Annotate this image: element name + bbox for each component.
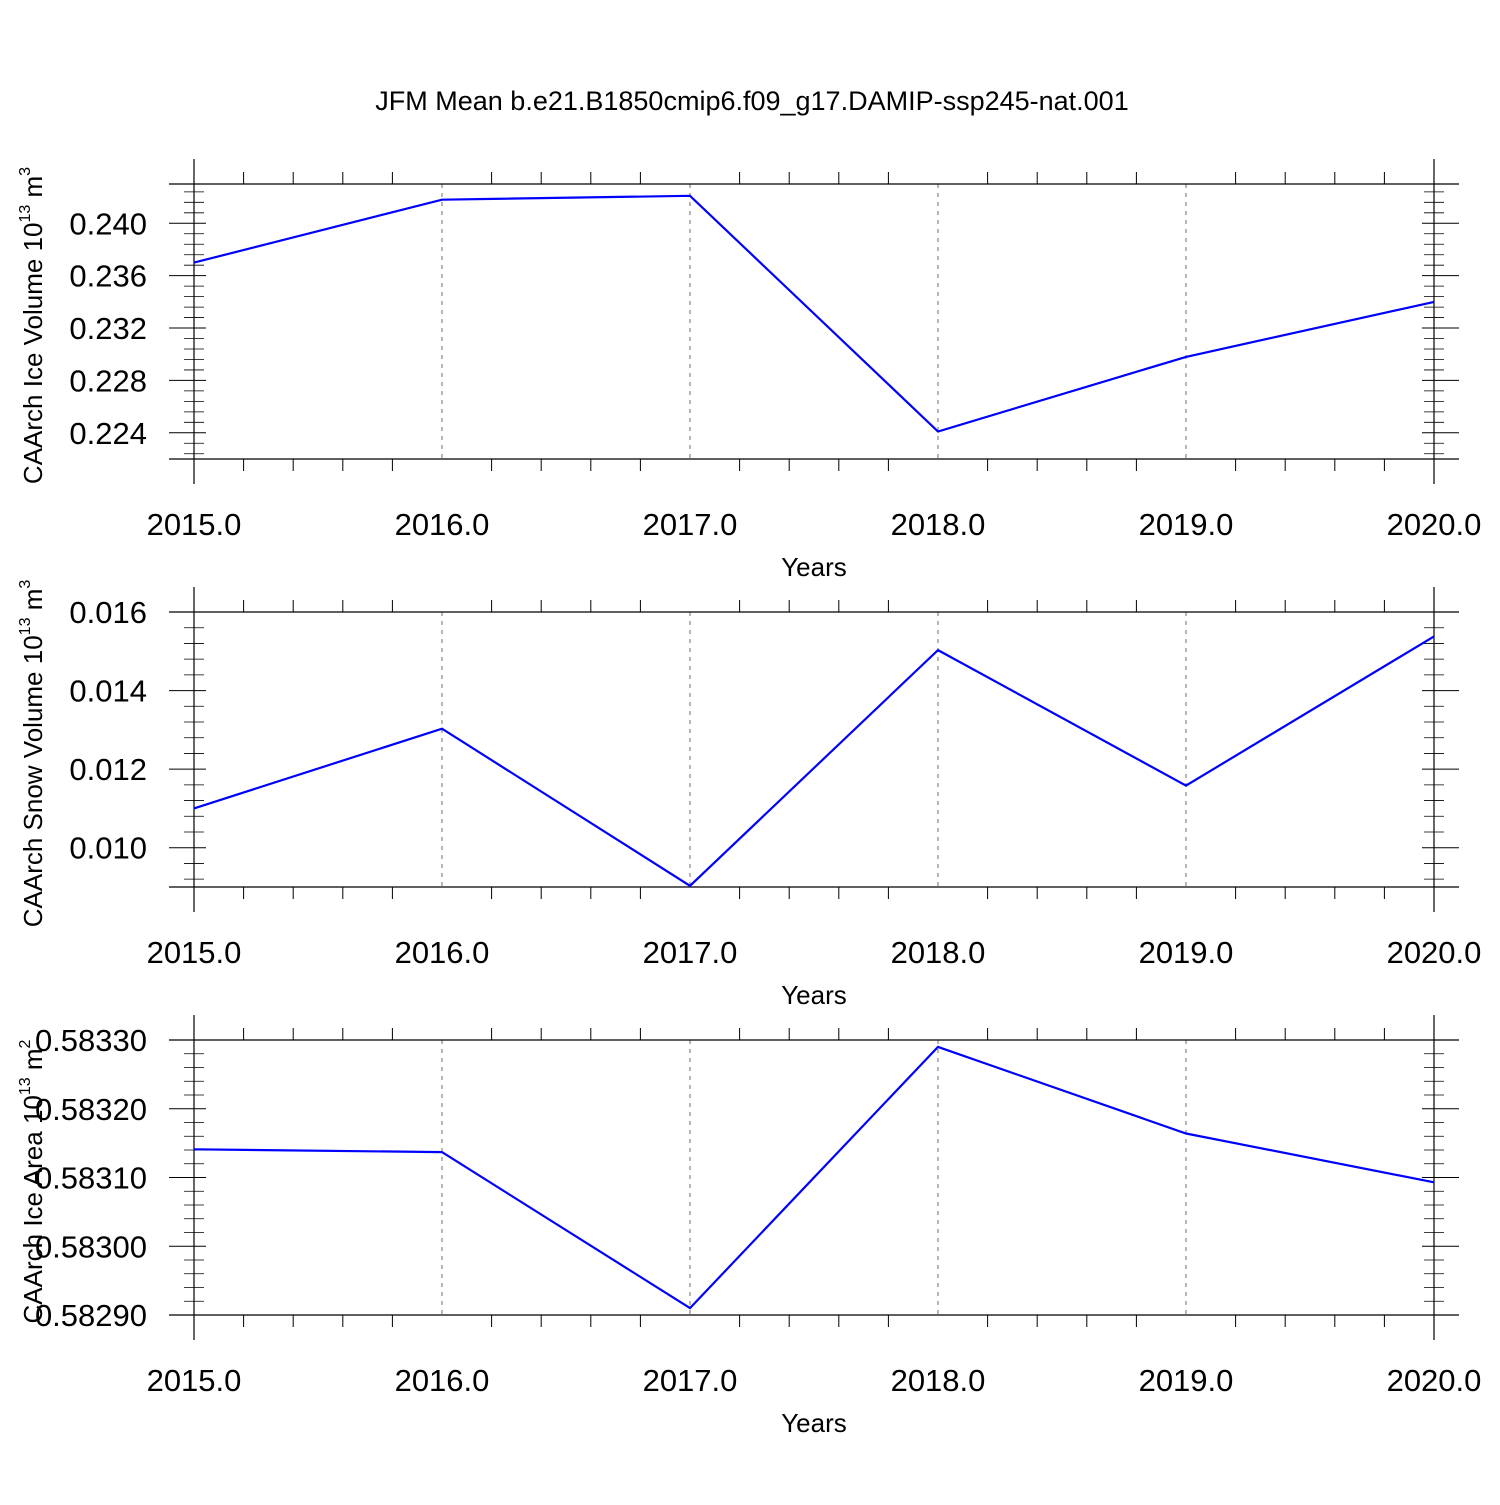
y-axis-label-exponent: 13 [17, 617, 34, 635]
y-tick-label: 0.58290 [35, 1298, 147, 1333]
y-axis-label-text: CAArch Ice Volume 10 [18, 223, 48, 485]
x-tick-label: 2019.0 [1139, 935, 1234, 970]
x-tick-label: 2016.0 [395, 507, 490, 542]
x-tick-label: 2017.0 [643, 1363, 738, 1398]
y-tick-label: 0.236 [69, 259, 147, 294]
y-axis-label-unit-exponent: 3 [17, 167, 34, 176]
y-axis-label-unit: m [18, 1048, 48, 1077]
y-tick-label: 0.58320 [35, 1092, 147, 1127]
x-tick-label: 2015.0 [147, 935, 242, 970]
y-tick-label: 0.232 [69, 311, 147, 346]
panel-3: 2015.0 2016.0 2017.0 2018.0 2019.0 2020.0 Year… [17, 1015, 1481, 1438]
y-axis-label-exponent: 13 [17, 205, 34, 223]
y-tick-label: 0.014 [69, 674, 147, 709]
x-tick-label: 2016.0 [395, 935, 490, 970]
y-tick-label: 0.240 [69, 206, 147, 241]
x-tick-label: 2015.0 [147, 1363, 242, 1398]
y-tick-label: 0.224 [69, 416, 147, 451]
x-tick-label: 2018.0 [891, 507, 986, 542]
y-tick-label: 0.58310 [35, 1161, 147, 1196]
y-tick-label: 0.010 [69, 831, 147, 866]
x-tick-label: 2020.0 [1387, 935, 1482, 970]
y-axis-label-unit-exponent: 2 [17, 1039, 34, 1048]
x-tick-label: 2018.0 [891, 935, 986, 970]
x-tick-label: 2018.0 [891, 1363, 986, 1398]
x-axis-label: Years [781, 1408, 847, 1438]
chart-title: JFM Mean b.e21.B1850cmip6.f09_g17.DAMIP-… [375, 86, 1128, 116]
series-line [194, 636, 1434, 885]
x-tick-label: 2019.0 [1139, 1363, 1234, 1398]
y-tick-label: 0.228 [69, 363, 147, 398]
y-axis-label: CAArch Snow Volume 1013 m3 [17, 580, 48, 928]
panel-2: 2015.0 2016.0 2017.0 2018.0 2019.0 2020.0 Year… [17, 580, 1481, 1010]
series-line [194, 1047, 1434, 1308]
series-line [194, 196, 1434, 432]
y-tick-label: 0.58300 [35, 1229, 147, 1264]
y-tick-label: 0.016 [69, 595, 147, 630]
y-axis-label-unit: m [18, 176, 48, 205]
y-axis-label: CAArch Ice Area 1013 m2 [17, 1039, 48, 1323]
y-axis-label-unit-exponent: 3 [17, 580, 34, 589]
y-tick-label: 0.58330 [35, 1023, 147, 1058]
x-axis-label: Years [781, 552, 847, 582]
panel-1: 2015.0 2016.0 2017.0 2018.0 2019.0 2020.0 Year… [17, 159, 1481, 582]
x-tick-label: 2017.0 [643, 935, 738, 970]
x-tick-label: 2020.0 [1387, 507, 1482, 542]
x-tick-label: 2015.0 [147, 507, 242, 542]
x-tick-label: 2016.0 [395, 1363, 490, 1398]
y-axis-label-text: CAArch Snow Volume 10 [18, 635, 48, 927]
y-axis-label-unit: m [18, 589, 48, 618]
y-tick-label: 0.012 [69, 752, 147, 787]
y-axis-label: CAArch Ice Volume 1013 m3 [17, 167, 48, 484]
x-tick-label: 2019.0 [1139, 507, 1234, 542]
x-axis-label: Years [781, 980, 847, 1010]
x-tick-label: 2017.0 [643, 507, 738, 542]
x-tick-label: 2020.0 [1387, 1363, 1482, 1398]
y-axis-label-text: CAArch Ice Area 10 [18, 1095, 48, 1323]
y-axis-label-exponent: 13 [17, 1077, 34, 1095]
